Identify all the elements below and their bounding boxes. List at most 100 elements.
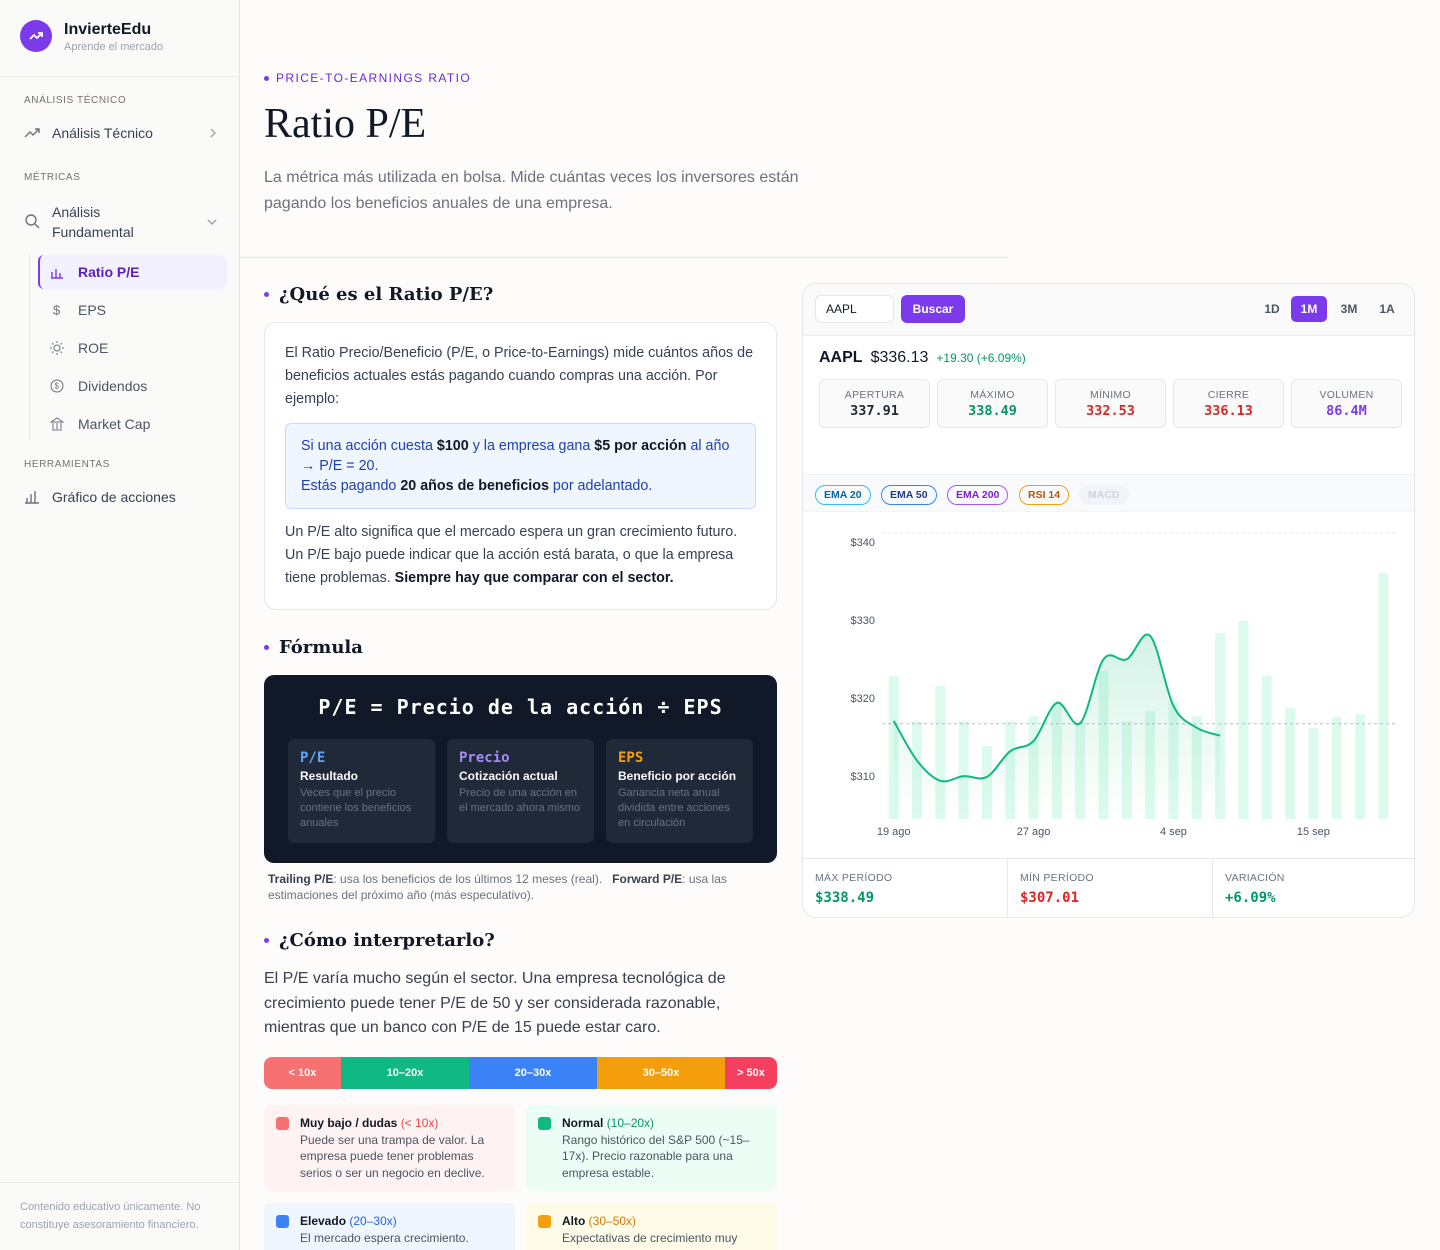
formula-term: Precio Cotización actual Precio de una acc… [447,739,594,843]
term-desc: Veces que el precio contiene los benefic… [300,787,412,829]
brand: InvierteEdu [64,21,152,38]
indicator-pill[interactable]: MACD [1079,485,1129,505]
price-area [893,634,1221,819]
nav-item[interactable]: Gráfico de acciones [24,489,224,505]
card-range: (< 10x) [400,1116,439,1130]
volume-bar [1285,708,1296,819]
stat-tile: APERTURA 337.91 [819,379,930,428]
page-title: Ratio P/E [264,101,427,147]
symbol: Precio [459,750,510,766]
nav-heading: HERRAMIENTAS [24,459,110,470]
indicator-pill[interactable]: EMA 20 [815,485,871,505]
nav-subitem[interactable]: $ Dividendos [38,369,227,403]
card-text: El mercado espera crecimiento. [300,1230,469,1245]
nav-label: Análisis Fundamental [52,204,134,240]
scale-segment: < 10x [264,1057,341,1089]
x-tick-label: 27 ago [1017,826,1051,838]
text: Si una acción cuesta [301,438,437,454]
swatch [276,1215,289,1228]
volume-bar [1355,714,1366,819]
divider [0,76,239,77]
summary-label: VARIACIÓN [1225,872,1285,884]
volume-bar [935,686,946,819]
nav-label: Dividendos [78,378,148,394]
volume-bar [1215,633,1226,819]
stat-label: APERTURA [844,389,905,401]
indicator-pill[interactable]: RSI 14 [1019,485,1070,505]
nav-label: EPS [78,302,107,318]
card-range: (10–20x) [606,1116,655,1130]
logo-icon [29,32,43,40]
y-tick-label: $310 [851,771,875,783]
nav-item[interactable]: Análisis Fundamental [24,202,224,242]
formula-note: Trailing P/E: usa los beneficios de los … [268,871,768,903]
icon [24,128,40,138]
range-button[interactable]: 1M [1291,296,1327,322]
indicator-pill[interactable]: EMA 200 [947,485,1009,505]
formula-term: EPS Beneficio por acción Ganancia neta anu… [606,739,753,843]
stat-value: 336.13 [1204,403,1253,419]
icon [51,269,63,279]
volume-bar [1308,728,1319,819]
heading-text: ¿Cómo interpretarlo? [279,930,495,951]
range-card: Elevado (20–30x) El mercado espera crecim… [264,1203,515,1250]
nav-subitem[interactable]: $ EPS [38,293,227,327]
x-tick-label: 4 sep [1160,826,1187,838]
nav-heading: ANÁLISIS TÉCNICO [24,95,127,106]
stat-label: MÁXIMO [970,389,1015,401]
stat-label: VOLUMEN [1319,389,1374,401]
range-card: Normal (10–20x) Rango histórico del S&P 5… [526,1105,777,1191]
term-name: Resultado [300,769,359,783]
text: por adelantado. [548,478,653,494]
price: $336.13 [870,349,929,366]
volume-bar [1378,573,1389,819]
scale-segment: 20–30x [469,1057,597,1089]
dot [264,645,269,650]
summary-value: $338.49 [815,890,875,906]
formula: P/E = Precio de la acción ÷ EPS [318,695,723,719]
nav-label: Market Cap [78,416,151,432]
indicator-pill[interactable]: EMA 50 [881,485,937,505]
term-name: Beneficio por acción [618,769,737,783]
intro: El Ratio Precio/Beneficio (P/E, o Price-… [285,345,754,407]
quote: AAPL $336.13 +19.30 (+6.09%) [819,349,1026,367]
range-card: Muy bajo / dudas (< 10x) Puede ser una tr… [264,1105,515,1191]
change: +19.30 (+6.09%) [936,351,1026,365]
swatch [538,1215,551,1228]
tagline: Aprende el mercado [64,41,164,53]
chevron [207,219,217,225]
nav-item[interactable]: Análisis Técnico [24,125,224,141]
tree-line [29,255,30,440]
nav-subitem[interactable]: Ratio P/E [38,255,227,289]
emphasis: 20 años de beneficios [400,478,549,494]
icon: $ [50,379,64,393]
ticker-input[interactable]: AAPL [815,295,894,323]
range-button[interactable]: 3M [1340,302,1358,316]
emphasis: Forward P/E [612,872,683,886]
paragraph: El P/E varía mucho según el sector. Una … [264,970,726,1036]
range-button[interactable]: 1A [1379,302,1395,316]
icon: $ [53,303,61,317]
y-tick-label: $340 [851,537,875,549]
range-button[interactable]: 1D [1264,302,1280,316]
svg-text:$: $ [55,382,60,391]
dot [264,938,269,943]
emphasis: Siempre hay que comparar con el sector. [394,570,674,586]
card-text: Puede ser una trampa de valor. La empres… [300,1132,485,1180]
nav-subitem[interactable]: Market Cap [38,407,227,441]
search-button[interactable]: Buscar [901,295,965,323]
volume-bar [1261,676,1272,819]
logo [20,20,52,52]
range-card: Alto (30–50x) Expectativas de crecimiento… [526,1203,777,1250]
eyebrow-text: PRICE-TO-EARNINGS RATIO [276,71,472,85]
price-chart: $310 $320 $330 $340 19 ago 27 ago 4 sep 15 sep [851,532,1395,838]
nav-subitem[interactable]: ROE [38,331,227,365]
text: : usa las estimaciones del próximo año (… [268,872,727,902]
dot [264,292,269,297]
summary-cell: VARIACIÓN +6.09% [1212,858,1414,917]
swatch [538,1117,551,1130]
card-text: Expectativas de crecimiento muy [562,1230,738,1245]
example-line: Si una acción cuesta $100 y la empresa g… [301,436,740,476]
card-title: Alto [562,1214,586,1228]
